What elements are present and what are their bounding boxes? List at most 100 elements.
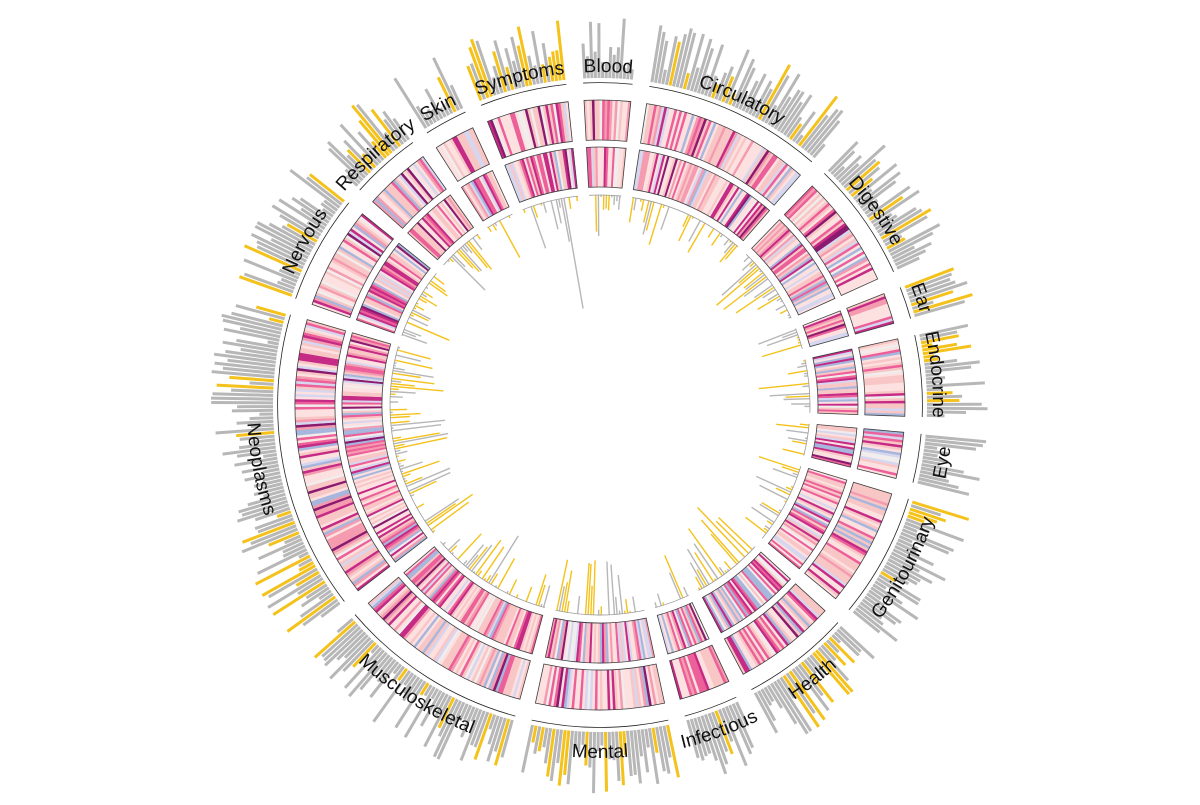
inner-bar bbox=[391, 381, 401, 382]
inner-bar bbox=[721, 235, 723, 238]
inner-bar bbox=[786, 430, 808, 433]
inner-bar bbox=[526, 587, 532, 602]
inner-bar bbox=[531, 207, 546, 249]
inner-bar-ring bbox=[390, 195, 811, 616]
inner-bar bbox=[391, 389, 399, 390]
inner-bar bbox=[559, 199, 561, 208]
inner-bar bbox=[804, 373, 808, 374]
inner-bar bbox=[633, 597, 636, 613]
inner-bar bbox=[596, 195, 597, 232]
inner-bar bbox=[641, 199, 642, 202]
inner-bar bbox=[694, 544, 718, 579]
inner-bar bbox=[578, 596, 580, 614]
inner-bar bbox=[428, 494, 473, 525]
inner-bar bbox=[457, 251, 473, 268]
baseline-blood bbox=[583, 82, 633, 84]
inner-bar bbox=[744, 257, 749, 262]
inner-bar bbox=[746, 517, 767, 533]
outer-bar bbox=[231, 390, 273, 392]
outer-bar bbox=[663, 70, 666, 84]
inner-bar bbox=[403, 474, 411, 477]
heat-cell-outer bbox=[597, 100, 600, 140]
inner-bar bbox=[756, 476, 791, 492]
inner-bar bbox=[517, 595, 518, 598]
inner-bar bbox=[759, 383, 809, 388]
inner-bar bbox=[411, 495, 414, 497]
inner-bar bbox=[618, 575, 622, 614]
inner-bar bbox=[390, 392, 415, 394]
inner-bar bbox=[390, 397, 403, 398]
inner-bar bbox=[698, 508, 745, 558]
inner-bar bbox=[641, 200, 643, 211]
inner-bar bbox=[739, 267, 758, 284]
inner-bar bbox=[607, 562, 609, 615]
inner-bar bbox=[450, 258, 454, 262]
inner-bar bbox=[559, 586, 564, 611]
inner-bar bbox=[758, 296, 780, 309]
inner-bar bbox=[759, 457, 800, 470]
baseline-mental bbox=[532, 720, 669, 728]
inner-bar bbox=[793, 473, 798, 475]
inner-bar bbox=[410, 315, 413, 317]
inner-bar bbox=[393, 368, 404, 370]
inner-bar bbox=[459, 249, 479, 271]
inner-bar bbox=[802, 386, 809, 387]
inner-bar bbox=[767, 335, 798, 346]
inner-bar bbox=[786, 487, 792, 490]
inner-bar bbox=[801, 363, 806, 364]
inner-bar bbox=[409, 473, 451, 492]
inner-bar bbox=[792, 441, 806, 444]
inner-bar bbox=[469, 241, 492, 269]
inner-baseline-blood bbox=[589, 195, 621, 197]
inner-bar bbox=[665, 555, 683, 598]
inner-bar bbox=[405, 481, 408, 482]
inner-bar bbox=[396, 451, 408, 454]
inner-bar bbox=[716, 521, 748, 553]
inner-bar bbox=[564, 198, 583, 308]
inner-bar bbox=[724, 239, 729, 245]
inner-bar bbox=[776, 305, 785, 310]
inner-bar bbox=[786, 396, 810, 397]
outer-bar bbox=[217, 385, 274, 388]
inner-bar bbox=[720, 244, 735, 262]
inner-bar bbox=[393, 437, 401, 438]
inner-bar bbox=[398, 460, 406, 462]
inner-bar bbox=[394, 444, 404, 446]
inner-bar bbox=[782, 332, 797, 338]
baseline-endocrine bbox=[914, 335, 922, 417]
inner-bar bbox=[524, 209, 525, 213]
inner-bar bbox=[577, 196, 578, 201]
inner-bar bbox=[425, 499, 459, 521]
inner-bar bbox=[746, 275, 765, 290]
inner-bar bbox=[391, 386, 444, 391]
inner-baseline-eye bbox=[803, 424, 809, 456]
inner-bar bbox=[614, 196, 615, 205]
inner-bar bbox=[536, 574, 546, 605]
inner-bar bbox=[395, 360, 433, 368]
inner-bar bbox=[591, 586, 592, 615]
outer-bar bbox=[213, 394, 274, 396]
inner-bar bbox=[495, 223, 497, 226]
inner-bar bbox=[391, 384, 415, 386]
heat-cell-inner bbox=[600, 623, 602, 663]
inner-bar bbox=[395, 450, 400, 451]
inner-bar bbox=[390, 417, 410, 418]
heat-cell-inner bbox=[598, 147, 600, 187]
inner-bar bbox=[663, 205, 664, 208]
outer-bar bbox=[646, 729, 649, 748]
inner-bar bbox=[655, 602, 656, 607]
inner-bar bbox=[544, 203, 547, 213]
inner-bar bbox=[443, 542, 446, 544]
inner-bar bbox=[429, 283, 447, 296]
inner-bar bbox=[708, 229, 714, 238]
inner-bar bbox=[434, 277, 444, 285]
heat-cell-outer bbox=[600, 670, 603, 710]
heat-cell-inner bbox=[342, 404, 382, 406]
inner-bar bbox=[593, 560, 595, 615]
inner-bar bbox=[661, 207, 669, 230]
inner-bar bbox=[765, 526, 770, 529]
inner-bar bbox=[658, 594, 662, 606]
inner-bar bbox=[800, 424, 809, 425]
